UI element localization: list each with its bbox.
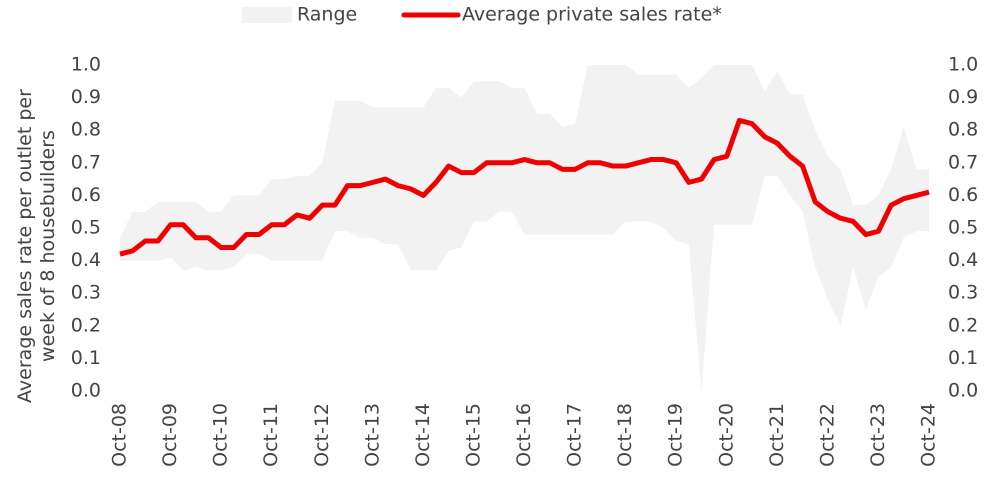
legend-swatch xyxy=(242,7,292,23)
y-tick-label: 1.0 xyxy=(948,54,978,76)
y-tick-label: 0.4 xyxy=(948,249,978,271)
y-axis-label: Average sales rate per outlet per week o… xyxy=(14,89,59,403)
y-tick-label: 0.7 xyxy=(71,151,101,173)
y-tick-label: 0.0 xyxy=(948,380,978,402)
y-tick-label: 0.2 xyxy=(71,314,101,336)
y-tick-label: 0.8 xyxy=(71,119,101,141)
y-tick-label: 0.9 xyxy=(948,86,978,108)
y-tick-label: 0.6 xyxy=(71,184,101,206)
x-tick-label: Oct-17 xyxy=(564,403,586,467)
y-tick-label: 0.3 xyxy=(71,282,101,304)
legend-label: Range xyxy=(297,4,357,26)
x-tick-label: Oct-22 xyxy=(816,403,838,467)
x-tick-label: Oct-10 xyxy=(210,403,232,467)
x-tick-label: Oct-13 xyxy=(361,403,383,467)
y-tick-label: 0.5 xyxy=(71,217,101,239)
x-tick-label: Oct-11 xyxy=(260,403,282,467)
y-tick-label: 0.2 xyxy=(948,314,978,336)
x-tick-label: Oct-20 xyxy=(715,403,737,467)
x-tick-label: Oct-09 xyxy=(159,403,181,467)
legend-label: Average private sales rate* xyxy=(462,4,722,26)
x-tick-label: Oct-16 xyxy=(513,403,535,467)
x-tick-label: Oct-24 xyxy=(918,403,940,467)
y-tick-label: 0.4 xyxy=(71,249,101,271)
x-tick-label: Oct-08 xyxy=(109,403,131,467)
x-tick-label: Oct-21 xyxy=(766,403,788,467)
y-tick-label: 0.8 xyxy=(948,119,978,141)
y-tick-label: 0.6 xyxy=(948,184,978,206)
y-tick-label: 0.7 xyxy=(948,151,978,173)
y-tick-label: 1.0 xyxy=(71,54,101,76)
x-tick-label: Oct-12 xyxy=(311,403,333,467)
range-area xyxy=(120,65,929,391)
x-tick-label: Oct-15 xyxy=(462,403,484,467)
x-tick-label: Oct-14 xyxy=(412,403,434,467)
y-tick-label: 0.1 xyxy=(71,347,101,369)
y-tick-label: 0.5 xyxy=(948,217,978,239)
y-tick-label: 0.1 xyxy=(948,347,978,369)
y-tick-label: 0.9 xyxy=(71,86,101,108)
x-tick-label: Oct-18 xyxy=(614,403,636,467)
line xyxy=(119,117,930,257)
x-tick-label: Oct-23 xyxy=(867,403,889,467)
y-tick-label: 0.0 xyxy=(71,380,101,402)
x-tick-label: Oct-19 xyxy=(665,403,687,467)
y-tick-label: 0.3 xyxy=(948,282,978,304)
